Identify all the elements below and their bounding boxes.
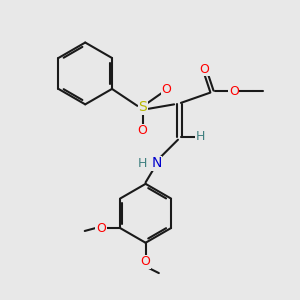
Text: O: O (141, 255, 151, 268)
Text: N: N (151, 156, 162, 170)
Text: O: O (229, 85, 239, 98)
Text: H: H (195, 130, 205, 143)
Text: O: O (161, 83, 171, 96)
Text: H: H (138, 157, 147, 170)
Text: S: S (138, 100, 147, 114)
Text: O: O (138, 124, 148, 137)
Text: O: O (200, 62, 209, 76)
Text: O: O (96, 221, 106, 235)
